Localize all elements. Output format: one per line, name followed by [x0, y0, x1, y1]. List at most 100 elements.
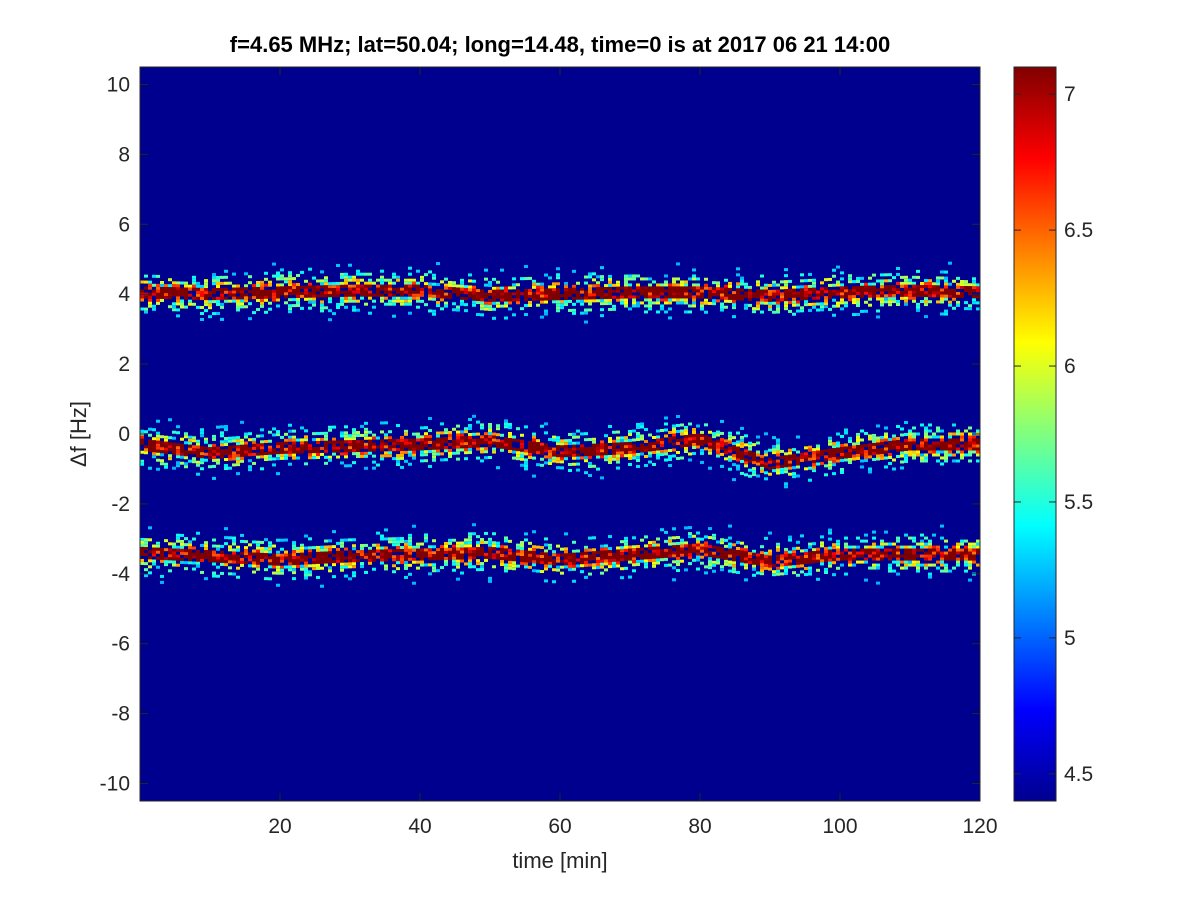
heatmap-cell — [288, 280, 292, 284]
heatmap-cell — [972, 280, 976, 284]
heatmap-cell — [492, 292, 496, 296]
heatmap-cell — [928, 285, 932, 289]
heatmap-cell — [520, 553, 524, 557]
heatmap-cell — [656, 310, 660, 314]
heatmap-cell — [964, 548, 968, 552]
heatmap-cell — [160, 289, 164, 293]
heatmap-cell — [872, 530, 876, 534]
heatmap-cell — [188, 546, 192, 550]
heatmap-cell — [924, 285, 928, 289]
heatmap-cell — [940, 288, 944, 292]
heatmap-cell — [440, 292, 444, 296]
heatmap-cell — [392, 281, 396, 285]
heatmap-cell — [884, 273, 888, 277]
heatmap-cell — [368, 293, 372, 297]
heatmap-cell — [560, 445, 564, 449]
heatmap-cell — [704, 277, 708, 281]
heatmap-cell — [280, 559, 284, 563]
heatmap-cell — [820, 556, 824, 560]
heatmap-cell — [496, 556, 500, 560]
heatmap-cell — [552, 447, 556, 451]
heatmap-cell — [724, 448, 728, 452]
heatmap-cell — [916, 308, 920, 312]
heatmap-cell — [852, 301, 856, 305]
heatmap-cell — [852, 545, 856, 549]
heatmap-cell — [156, 449, 160, 453]
heatmap-cell — [564, 547, 568, 551]
heatmap-cell — [636, 295, 640, 299]
heatmap-cell — [240, 438, 244, 442]
heatmap-cell — [460, 544, 464, 548]
heatmap-cell — [216, 556, 220, 560]
heatmap-cell — [284, 553, 288, 557]
heatmap-cell — [388, 284, 392, 288]
heatmap-cell — [900, 445, 904, 449]
heatmap-cell — [152, 437, 156, 441]
heatmap-cell — [772, 469, 776, 473]
heatmap-cell — [312, 285, 316, 289]
heatmap-cell — [544, 567, 548, 571]
heatmap-cell — [936, 459, 940, 463]
heatmap-cell — [552, 559, 556, 563]
heatmap-cell — [832, 454, 836, 458]
heatmap-cell — [704, 283, 708, 287]
heatmap-cell — [596, 467, 600, 471]
heatmap-cell — [788, 472, 792, 476]
heatmap-cell — [180, 455, 184, 459]
heatmap-cell — [476, 438, 480, 442]
heatmap-cell — [712, 287, 716, 291]
heatmap-cell — [416, 435, 420, 439]
y-tick-label: 0 — [118, 423, 130, 446]
heatmap-cell — [592, 293, 596, 297]
heatmap-cell — [392, 549, 396, 553]
heatmap-cell — [564, 448, 568, 452]
heatmap-cell — [172, 284, 176, 288]
heatmap-cell — [584, 299, 588, 303]
heatmap-cell — [812, 290, 816, 294]
heatmap-cell — [516, 439, 520, 443]
heatmap-cell — [864, 533, 868, 537]
heatmap-cell — [896, 439, 900, 443]
heatmap-cell — [196, 439, 200, 443]
heatmap-cell — [644, 535, 648, 539]
heatmap-cell — [828, 295, 832, 299]
heatmap-cell — [196, 284, 200, 288]
heatmap-cell — [872, 551, 876, 555]
heatmap-cell — [700, 561, 704, 565]
heatmap-cell — [320, 554, 324, 558]
heatmap-cell — [408, 302, 412, 306]
heatmap-cell — [196, 305, 200, 309]
heatmap-cell — [836, 545, 840, 549]
heatmap-cell — [928, 557, 932, 561]
heatmap-cell — [940, 447, 944, 451]
heatmap-cell — [504, 295, 508, 299]
heatmap-cell — [472, 444, 476, 448]
heatmap-cell — [724, 451, 728, 455]
heatmap-cell — [948, 291, 952, 295]
heatmap-cell — [508, 422, 512, 426]
heatmap-cell — [820, 535, 824, 539]
heatmap-cell — [468, 441, 472, 445]
heatmap-cell — [924, 441, 928, 445]
heatmap-cell — [916, 290, 920, 294]
heatmap-cell — [492, 532, 496, 536]
heatmap-cell — [356, 440, 360, 444]
heatmap-cell — [376, 555, 380, 559]
heatmap-cell — [468, 562, 472, 566]
heatmap-cell — [248, 302, 252, 306]
heatmap-cell — [224, 467, 228, 471]
heatmap-cell — [352, 556, 356, 560]
heatmap-cell — [528, 446, 532, 450]
heatmap-cell — [660, 452, 664, 456]
heatmap-cell — [288, 447, 292, 451]
heatmap-cell — [928, 294, 932, 298]
heatmap-cell — [624, 539, 628, 543]
heatmap-cell — [312, 558, 316, 562]
heatmap-cell — [600, 287, 604, 291]
heatmap-cell — [812, 457, 816, 461]
heatmap-cell — [588, 290, 592, 294]
heatmap-cell — [556, 553, 560, 557]
heatmap-cell — [888, 569, 892, 573]
heatmap-cell — [492, 295, 496, 299]
heatmap-cell — [676, 544, 680, 548]
